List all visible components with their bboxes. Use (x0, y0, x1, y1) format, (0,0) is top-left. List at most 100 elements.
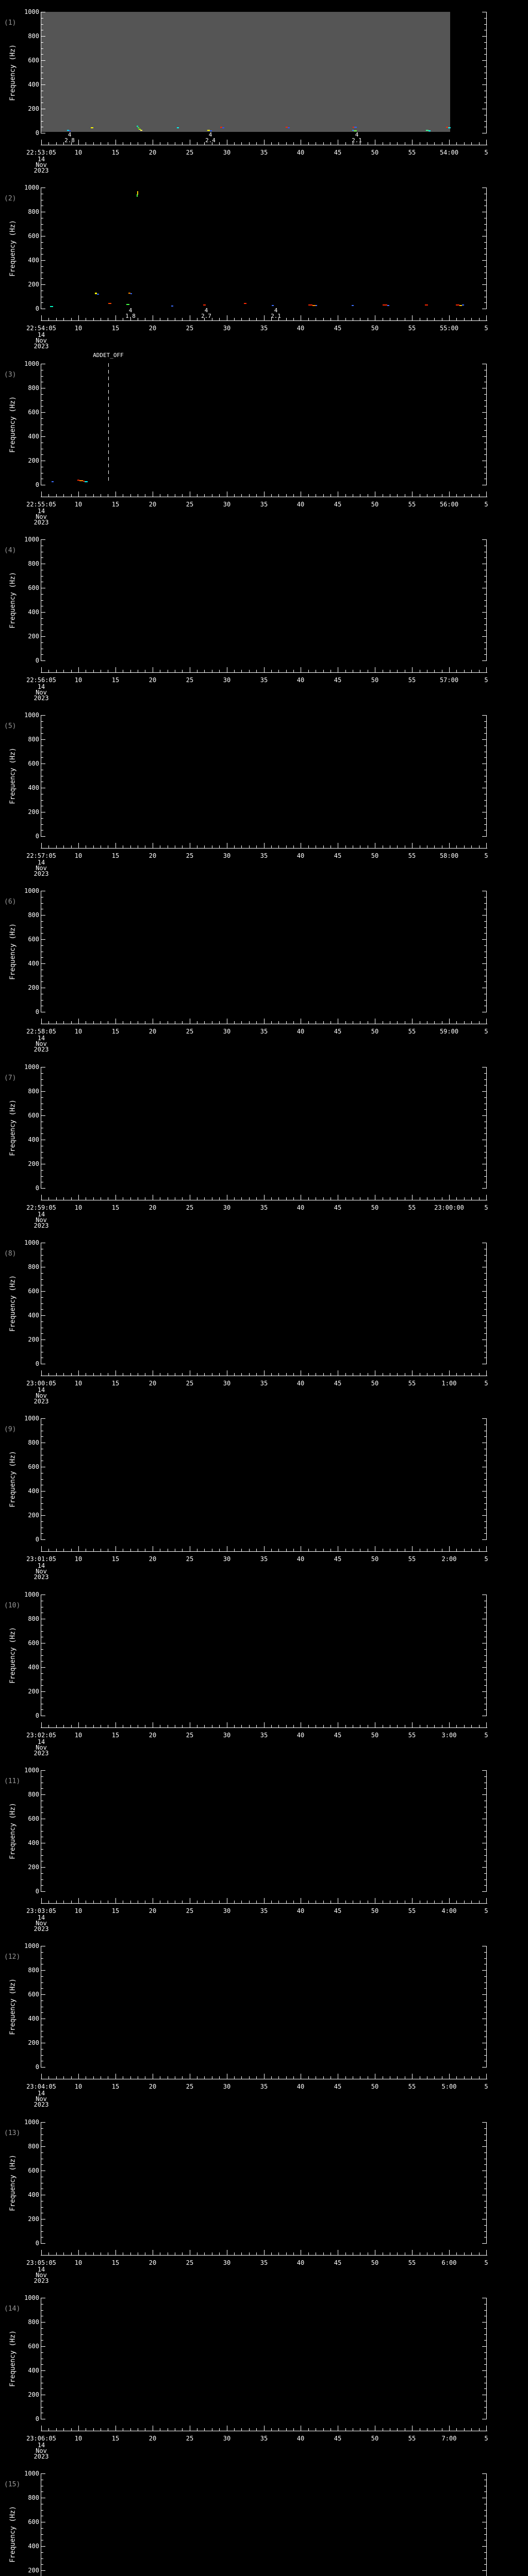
minute-label: 59:00 (439, 1028, 459, 1035)
y-tick-label: 600 (28, 760, 39, 767)
x-minor-tick (323, 2076, 324, 2079)
x-minor-tick (256, 2428, 257, 2431)
y-minor-tick (41, 1685, 43, 1686)
x-tick-label: 25 (186, 325, 194, 332)
x-tick-label: 55 (408, 2083, 416, 2090)
x-minor-tick (397, 2076, 398, 2079)
detection-speck (426, 130, 428, 131)
x-minor-tick (323, 2428, 324, 2431)
x-minor-tick (479, 1901, 480, 1903)
x-minor-tick (256, 494, 257, 497)
y-tick-label: 600 (28, 1287, 39, 1295)
x-minor-tick (241, 1901, 242, 1903)
date-label: 14 (37, 156, 45, 163)
x-minor-tick (471, 2076, 472, 2079)
y-tick-label: 600 (28, 232, 39, 240)
x-tick-label: 30 (223, 1907, 231, 1914)
y-tick-label: 200 (28, 2391, 39, 2398)
x-major-tick (486, 1019, 487, 1024)
x-tick-label: 35 (260, 1028, 268, 1035)
x-minor-tick (278, 2252, 279, 2255)
end-second-label: 5 (484, 1732, 488, 1739)
y-minor-tick (484, 2334, 486, 2335)
y-minor-tick (41, 903, 43, 904)
panel-index-label: (9) (4, 1426, 16, 1433)
x-major-tick (486, 2250, 487, 2255)
x-major-tick (41, 315, 42, 320)
y-minor-tick (484, 48, 486, 49)
x-minor-tick (130, 1549, 131, 1551)
detection-speck (286, 127, 288, 128)
date-label: Nov (36, 2447, 47, 2454)
y-major-tick (482, 1770, 486, 1771)
x-major-tick (486, 315, 487, 320)
end-second-label: 5 (484, 501, 488, 508)
x-tick-label: 30 (223, 1555, 231, 1563)
date-label: 14 (37, 1738, 45, 1745)
x-minor-tick (249, 1197, 250, 1200)
y-minor-tick (41, 1988, 43, 1989)
y-minor-tick (41, 1109, 43, 1110)
x-major-tick (264, 2074, 265, 2079)
x-minor-tick (278, 670, 279, 672)
y-minor-tick (484, 78, 486, 79)
x-minor-tick (271, 2428, 272, 2431)
y-minor-tick (41, 594, 43, 595)
x-minor-tick (63, 1373, 64, 1376)
x-tick-label: 10 (74, 676, 82, 684)
y-major-tick (41, 1115, 45, 1116)
x-minor-tick (249, 2428, 250, 2431)
y-minor-tick (484, 1133, 486, 1134)
x-major-tick (78, 2074, 79, 2079)
x-minor-tick (471, 845, 472, 848)
x-minor-tick (234, 494, 235, 497)
y-minor-tick (41, 1436, 43, 1437)
x-minor-tick (204, 318, 205, 320)
date-label: Nov (36, 865, 47, 872)
y-major-tick (41, 915, 45, 916)
x-minor-tick (182, 1021, 183, 1024)
x-minor-tick (397, 670, 398, 672)
x-minor-tick (471, 1901, 472, 1903)
x-minor-tick (434, 2428, 435, 2431)
x-minor-tick (249, 1021, 250, 1024)
x-tick-label: 30 (223, 2259, 231, 2266)
y-minor-tick (484, 1000, 486, 1001)
x-minor-tick (293, 1373, 294, 1376)
x-major-tick (78, 1546, 79, 1551)
x-minor-tick (241, 1021, 242, 1024)
x-tick-label: 30 (223, 1732, 231, 1739)
x-axis-line (41, 848, 487, 849)
y-tick-label: 0 (35, 1712, 39, 1719)
date-label: Nov (36, 161, 47, 168)
x-tick-label: 10 (74, 1732, 82, 1739)
x-minor-tick (278, 1373, 279, 1376)
x-minor-tick (456, 670, 457, 672)
event-magnitude-label: 2.4 (205, 137, 216, 144)
x-minor-tick (278, 1197, 279, 1200)
detection-speck (83, 481, 85, 482)
x-major-tick (486, 2426, 487, 2431)
y-minor-tick (41, 224, 43, 225)
x-minor-tick (234, 1021, 235, 1024)
y-minor-tick (484, 394, 486, 395)
x-minor-tick (471, 494, 472, 497)
y-major-tick (482, 2570, 486, 2571)
end-second-label: 5 (484, 2259, 488, 2266)
y-minor-tick (41, 1255, 43, 1256)
x-minor-tick (56, 1725, 57, 1727)
x-minor-tick (219, 318, 220, 320)
y-tick-label: 600 (28, 2343, 39, 2350)
y-minor-tick (41, 2407, 43, 2408)
x-minor-tick (278, 142, 279, 145)
y-major-tick (41, 1867, 45, 1868)
x-minor-tick (219, 494, 220, 497)
y-minor-tick (41, 254, 43, 255)
y-minor-tick (484, 1988, 486, 1989)
x-minor-tick (278, 1901, 279, 1903)
x-tick-label: 40 (296, 2083, 305, 2090)
x-minor-tick (464, 2428, 465, 2431)
y-axis-title: Frequency (Hz) (9, 747, 17, 804)
x-minor-tick (130, 1197, 131, 1200)
y-major-tick (482, 1667, 486, 1668)
